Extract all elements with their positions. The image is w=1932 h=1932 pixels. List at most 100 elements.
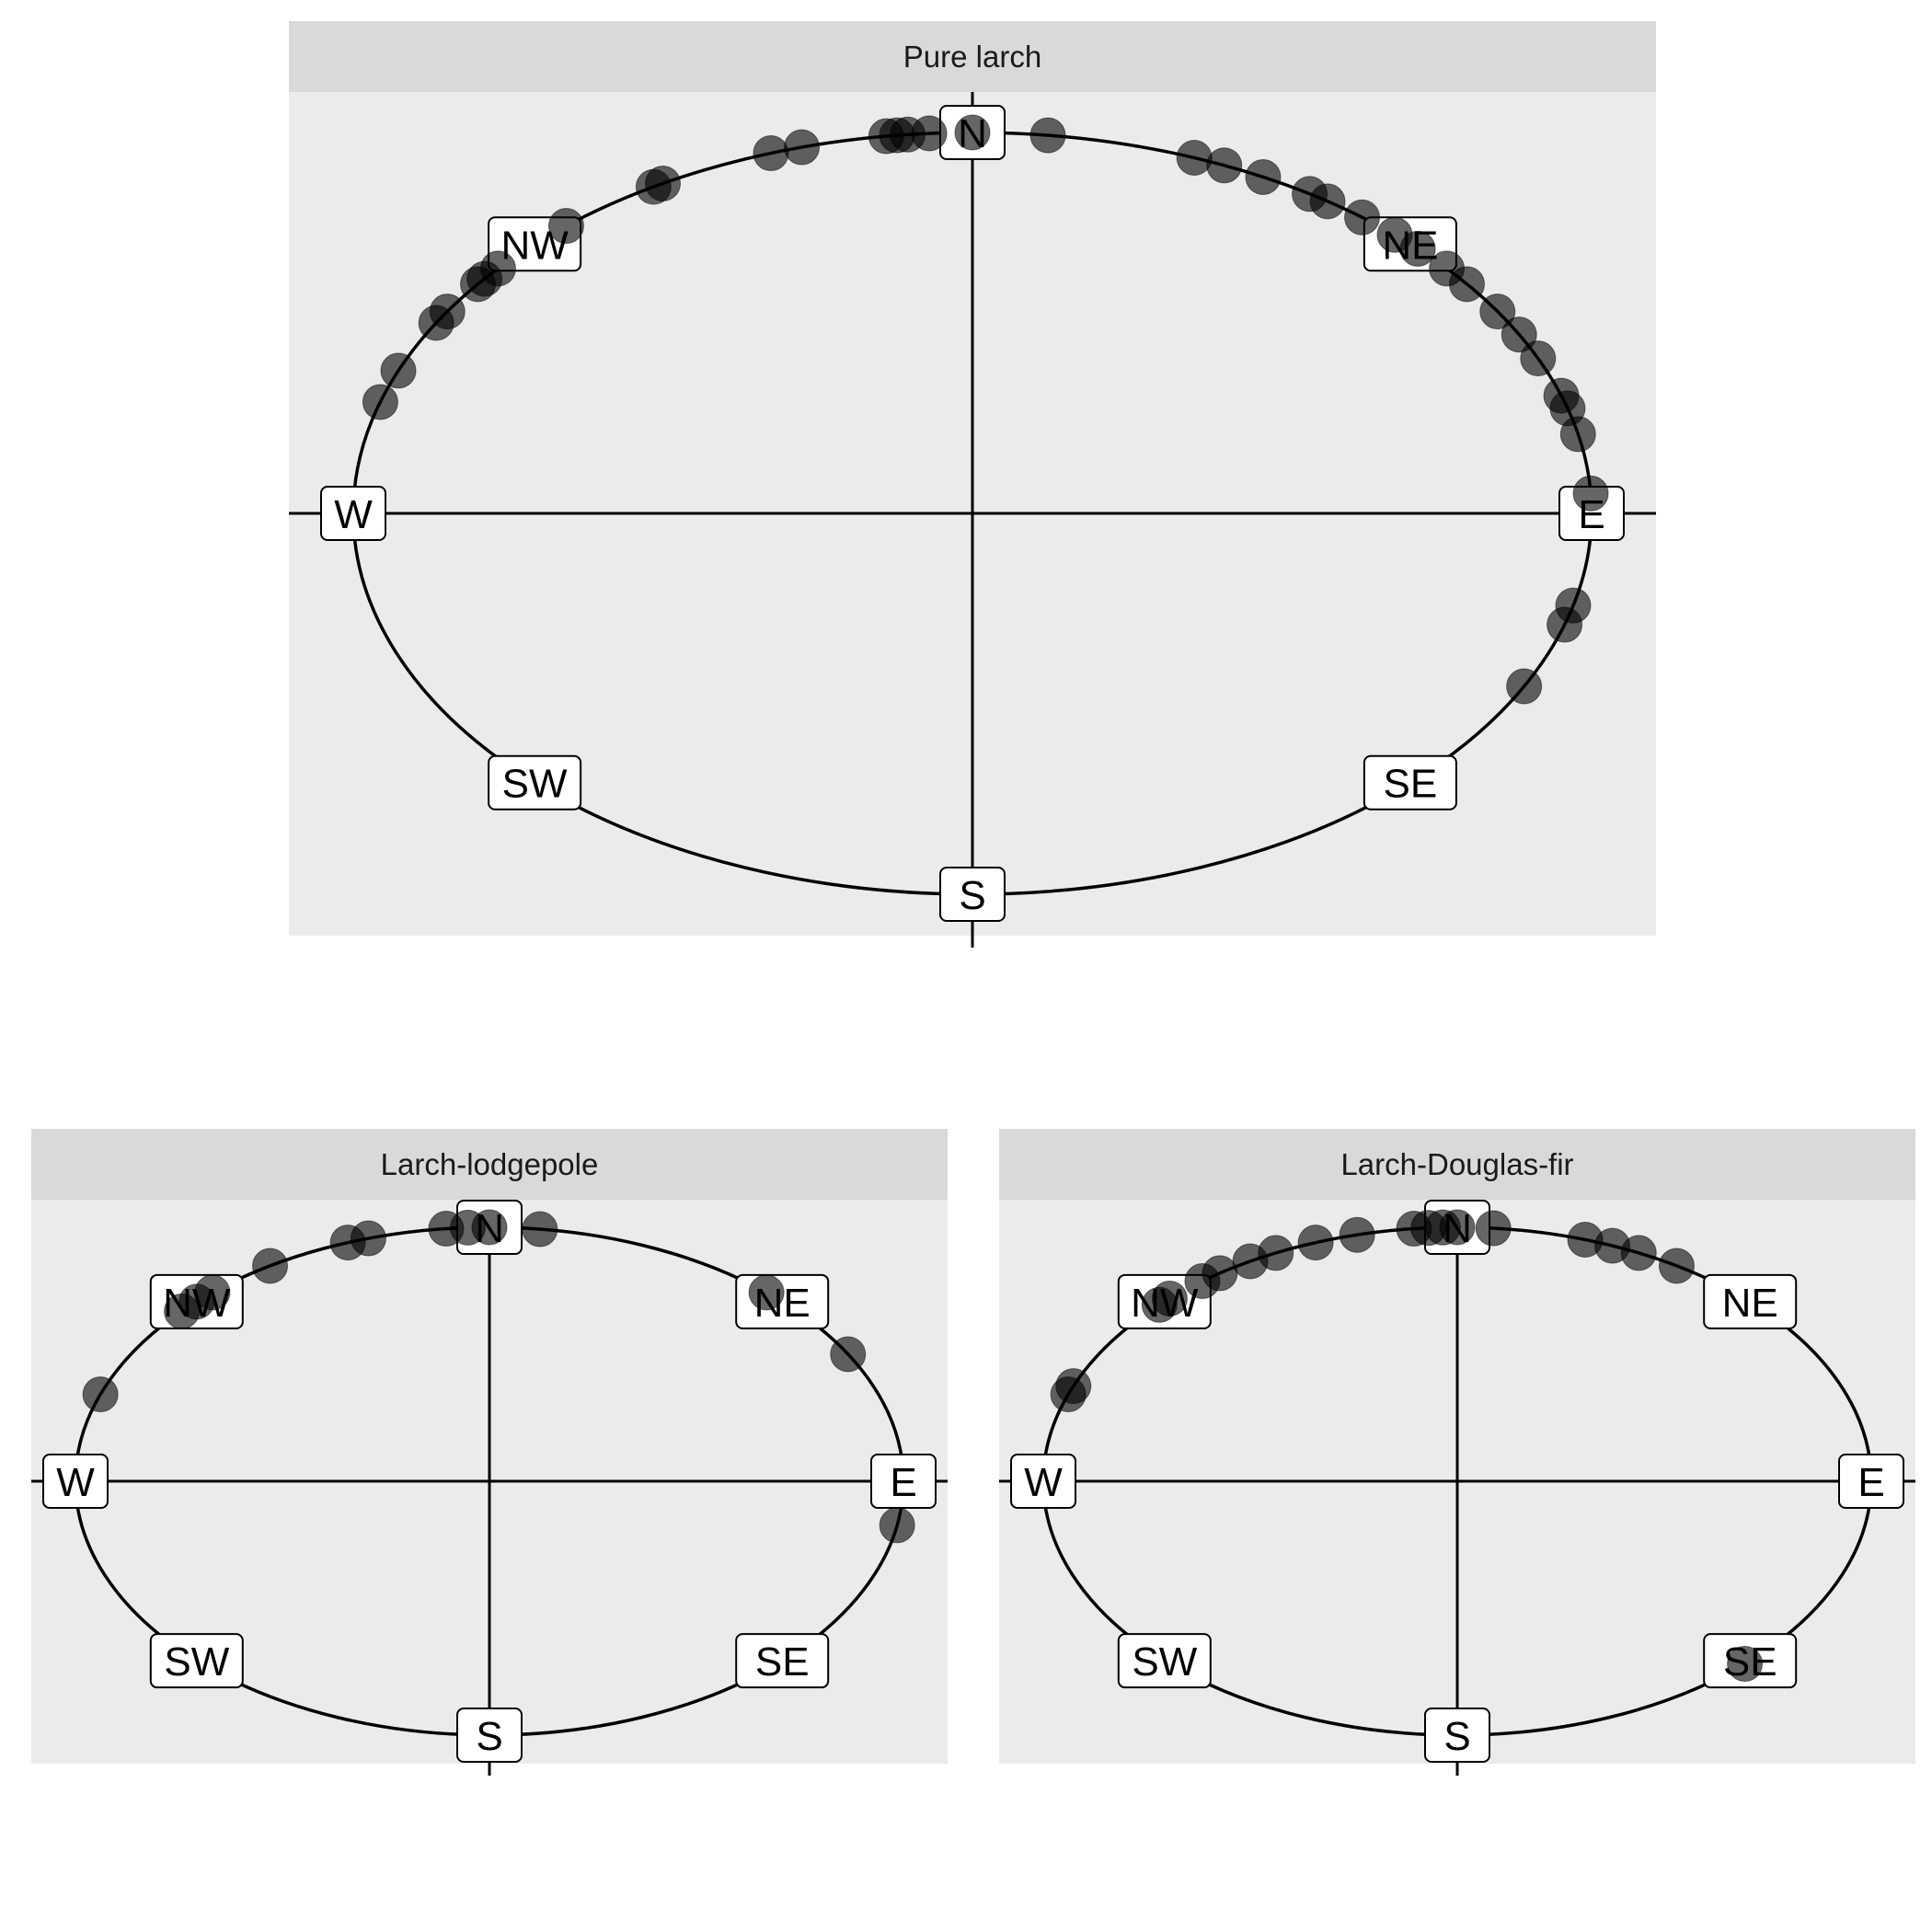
data-point (783, 129, 820, 166)
direction-label-box (149, 1633, 244, 1689)
direction-label-box (1703, 1273, 1798, 1329)
facet-strip: Larch-Douglas-fir (999, 1129, 1915, 1200)
data-point (1339, 1216, 1375, 1253)
data-point (1501, 316, 1537, 353)
data-point (1029, 117, 1066, 154)
data-point (1424, 1209, 1461, 1246)
direction-label-text: SW (502, 762, 568, 807)
data-point (362, 384, 398, 420)
data-point (449, 1209, 486, 1246)
data-point (1658, 1248, 1695, 1284)
direction-label-text: S (1443, 1714, 1470, 1759)
data-point (1245, 158, 1282, 195)
direction-label-text: SW (164, 1639, 229, 1685)
direction-label: NE (735, 1273, 830, 1329)
data-point (1506, 668, 1543, 705)
facet-title: Larch-lodgepole (380, 1146, 599, 1181)
direction-label-box (42, 1454, 109, 1509)
direction-label-box (456, 1708, 523, 1763)
direction-label: S (1424, 1708, 1490, 1763)
polar-plot: NNEESESSWWNW (999, 1200, 1915, 1776)
direction-label: NE (1703, 1273, 1798, 1329)
data-point (350, 1220, 386, 1257)
direction-label-text: SW (1132, 1639, 1197, 1685)
direction-label-box (320, 486, 386, 541)
data-point (1572, 475, 1609, 512)
direction-label-box (1424, 1708, 1490, 1763)
data-point (1559, 416, 1596, 453)
data-point (252, 1248, 289, 1284)
direction-label-text: SE (1384, 762, 1438, 807)
data-point (479, 250, 516, 287)
data-point (1620, 1235, 1657, 1271)
data-point (380, 352, 417, 389)
direction-label: SE (735, 1633, 830, 1689)
direction-label-text: E (890, 1460, 916, 1505)
direction-label-box (735, 1633, 830, 1689)
data-point (954, 114, 991, 151)
polar-plot: NNEESESSWWNW (31, 1200, 948, 1776)
direction-label-box (870, 1454, 937, 1509)
facet-title: Larch-Douglas-fir (1340, 1146, 1574, 1181)
direction-label-text: SE (755, 1639, 810, 1685)
panel-larch-lodgepole: Larch-lodgepole NNEESESSWWNW (31, 1129, 948, 1776)
direction-label-box (488, 754, 582, 811)
direction-label: SW (149, 1633, 244, 1689)
direction-label-text: W (1024, 1460, 1063, 1505)
data-point (1176, 139, 1213, 176)
data-point (1448, 266, 1485, 303)
data-point (748, 1274, 785, 1311)
data-point (1202, 1255, 1238, 1292)
data-point (1727, 1646, 1764, 1683)
direction-label-text: W (56, 1460, 95, 1505)
facet-strip: Pure larch (289, 21, 1656, 92)
direction-label-box (1838, 1454, 1904, 1509)
direction-label-text: S (959, 873, 985, 918)
data-point (522, 1211, 558, 1248)
data-point (645, 165, 681, 201)
direction-label: SW (1117, 1633, 1212, 1689)
panel-larch-douglas-fir: Larch-Douglas-fir NNEESESSWWNW (999, 1129, 1915, 1776)
data-point (1258, 1235, 1294, 1271)
data-point (753, 135, 789, 172)
data-point (1547, 606, 1583, 643)
direction-label: S (456, 1708, 523, 1763)
data-point (1479, 293, 1516, 330)
facet-title: Pure larch (903, 39, 1042, 74)
data-point (1151, 1280, 1188, 1317)
panel-pure-larch: Pure larch NNEESESSWWNW (289, 21, 1656, 948)
direction-label: E (870, 1454, 937, 1509)
data-point (830, 1336, 867, 1373)
direction-label: W (1010, 1454, 1076, 1509)
direction-label: W (320, 486, 386, 541)
data-point (429, 293, 466, 330)
data-point (911, 115, 948, 152)
data-point (547, 208, 584, 245)
data-point (1475, 1210, 1512, 1247)
polar-plot: NNEESESSWWNW (289, 92, 1656, 948)
direction-label: W (42, 1454, 109, 1509)
data-point (879, 1507, 915, 1544)
direction-label-text: S (476, 1714, 502, 1759)
facet-strip: Larch-lodgepole (31, 1129, 948, 1200)
direction-label-text: W (334, 492, 373, 537)
direction-label-text: E (1857, 1460, 1884, 1505)
data-point (1297, 1225, 1334, 1261)
data-point (1520, 340, 1557, 377)
data-point (1399, 230, 1436, 267)
direction-label-box (939, 867, 1006, 922)
direction-label: S (939, 867, 1006, 922)
data-point (1206, 147, 1243, 184)
data-point (1344, 199, 1381, 236)
direction-label-box (1363, 754, 1457, 811)
direction-label: SW (488, 754, 582, 811)
direction-label: SE (1363, 754, 1457, 811)
direction-label-box (1117, 1633, 1212, 1689)
direction-label: E (1838, 1454, 1904, 1509)
data-point (82, 1376, 119, 1413)
direction-label-box (1010, 1454, 1076, 1509)
data-point (194, 1274, 231, 1311)
data-point (1309, 183, 1346, 220)
data-point (1055, 1368, 1092, 1405)
direction-label-text: NE (1722, 1281, 1778, 1326)
